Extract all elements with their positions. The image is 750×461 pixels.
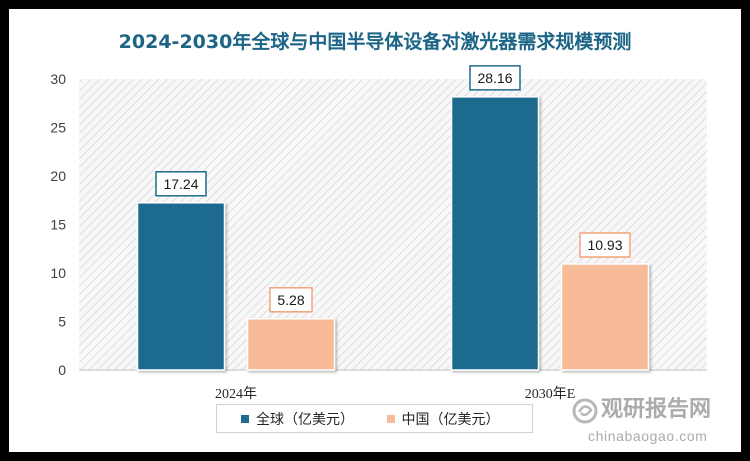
legend-item-china[interactable]: 中国（亿美元） [386,409,533,429]
watermark-brand: 观研报告网 [601,397,712,422]
legend-swatch-icon [386,414,395,423]
bar-series-0-category-1[interactable] [450,96,540,371]
y-tick-label: 5 [58,314,66,330]
watermark-url: chinabaogao.com [588,428,708,444]
legend-item-global[interactable]: 全球（亿美元） [241,409,387,429]
data-label-box [155,171,207,197]
y-tick-label: 15 [50,217,66,233]
y-tick-label: 20 [50,168,66,184]
x-tick-label: 2024年 [215,386,257,402]
legend-label: 全球（亿美元） [256,411,354,428]
data-label: 28.16 [477,70,512,86]
chart-legend: 全球（亿美元） 中国（亿美元） [216,404,533,433]
legend-swatch-icon [241,414,249,423]
bar-series-1-category-1[interactable] [560,263,650,371]
data-label-box [579,232,631,258]
y-tick-label: 25 [50,120,66,136]
data-label: 10.93 [587,237,622,253]
y-tick-label: 30 [50,71,66,87]
data-label-box [269,287,313,313]
legend-label: 中国（亿美元） [401,411,500,428]
data-label: 5.28 [277,292,304,308]
bar-series-1-category-0[interactable] [246,318,336,371]
x-tick-label: 2030年E [525,386,576,402]
data-label-box [469,65,521,91]
y-tick-label: 0 [58,362,66,378]
data-label: 17.24 [163,176,198,192]
watermark-logo-icon [572,398,598,424]
chart-title: 2024-2030年全球与中国半导体设备对激光器需求规模预测 [118,31,632,53]
bar-series-0-category-0[interactable] [136,202,226,371]
y-tick-label: 10 [50,265,66,281]
